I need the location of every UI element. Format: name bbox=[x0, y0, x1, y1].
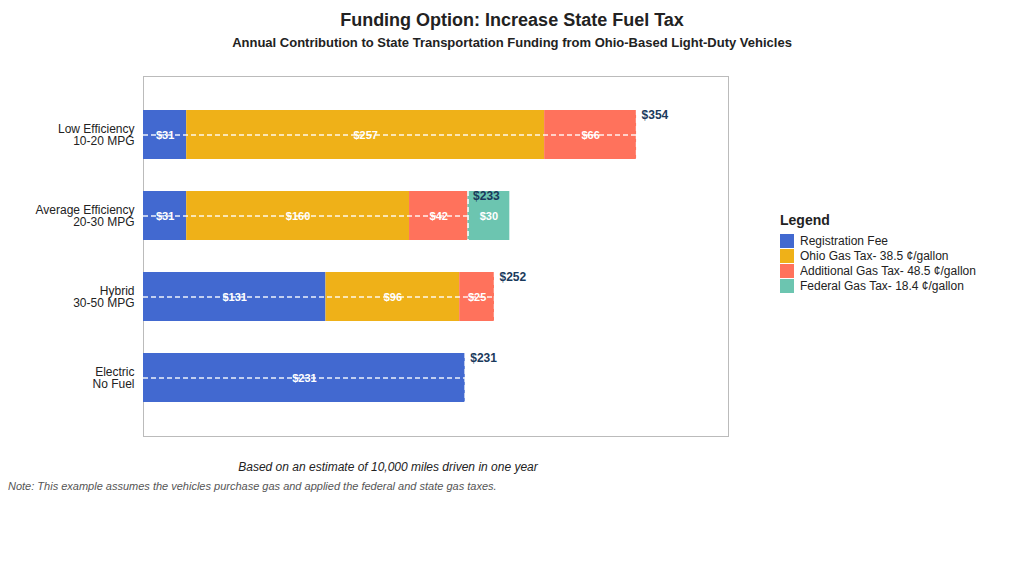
svg-text:$231: $231 bbox=[470, 351, 497, 365]
svg-text:$30: $30 bbox=[480, 210, 498, 222]
svg-text:Low Efficiency10-20 MPG: Low Efficiency10-20 MPG bbox=[58, 122, 134, 148]
svg-text:$252: $252 bbox=[500, 270, 527, 284]
html-text:Federal Gas Tax- 18.4 ¢/gallon: Federal Gas Tax- 18.4 ¢/gallon bbox=[800, 279, 964, 293]
html-text:Annual Contribution to State T: Annual Contribution to State Transportat… bbox=[232, 35, 792, 50]
html-text:Funding Option: Increase State: Funding Option: Increase State Fuel Tax bbox=[340, 10, 684, 30]
html-text:Based on an estimate of 10,000: Based on an estimate of 10,000 miles dri… bbox=[238, 460, 538, 474]
svg-text:$231: $231 bbox=[292, 372, 316, 384]
svg-text:$257: $257 bbox=[353, 129, 377, 141]
svg-text:$31: $31 bbox=[156, 210, 174, 222]
svg-text:Average Efficiency20-30 MPG: Average Efficiency20-30 MPG bbox=[36, 203, 135, 229]
svg-text:$66: $66 bbox=[581, 129, 599, 141]
svg-text:ElectricNo Fuel: ElectricNo Fuel bbox=[92, 365, 134, 391]
html-text:Legend: Legend bbox=[780, 212, 830, 228]
svg-text:$96: $96 bbox=[384, 291, 402, 303]
svg-text:$31: $31 bbox=[156, 129, 174, 141]
svg-text:$42: $42 bbox=[430, 210, 448, 222]
html-text:Additional Gas Tax- 48.5 ¢/gal: Additional Gas Tax- 48.5 ¢/gallon bbox=[800, 264, 976, 278]
svg-text:$25: $25 bbox=[468, 291, 486, 303]
svg-text:$233: $233 bbox=[473, 189, 500, 203]
svg-text:$131: $131 bbox=[222, 291, 246, 303]
svg-text:$160: $160 bbox=[286, 210, 310, 222]
svg-text:Hybrid30-50 MPG: Hybrid30-50 MPG bbox=[73, 284, 134, 310]
html-text:Note: This example assumes the: Note: This example assumes the vehicles … bbox=[8, 480, 497, 492]
svg-text:$354: $354 bbox=[642, 108, 669, 122]
html-text:Ohio Gas Tax- 38.5 ¢/gallon: Ohio Gas Tax- 38.5 ¢/gallon bbox=[800, 249, 949, 263]
html-text:Registration Fee: Registration Fee bbox=[800, 234, 888, 248]
